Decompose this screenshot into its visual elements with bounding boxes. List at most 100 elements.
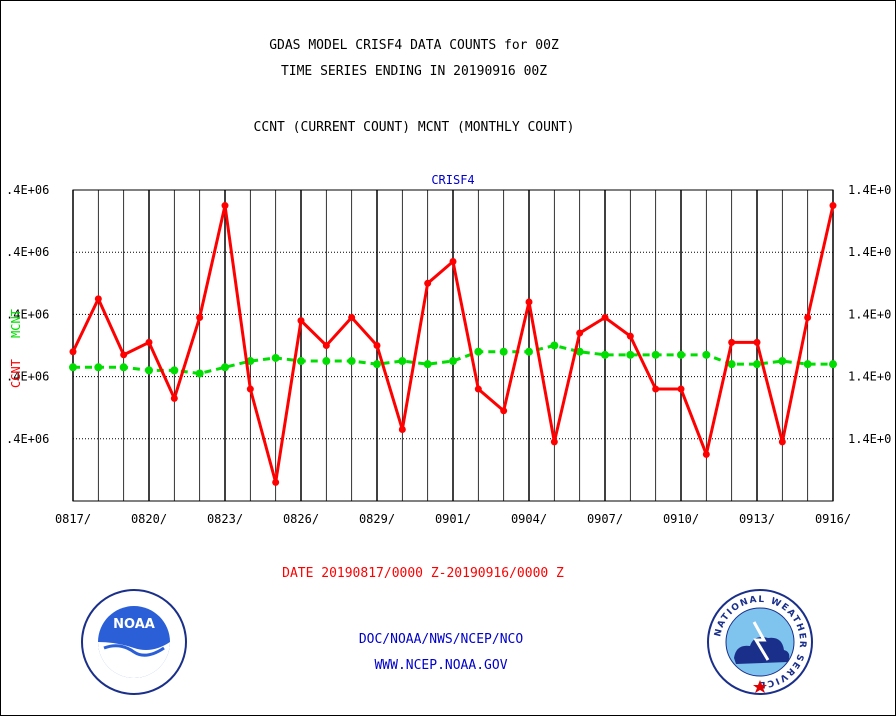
y-tick-label-left: .4E+06 <box>6 183 49 197</box>
mcnt-point <box>271 353 280 362</box>
mcnt-point <box>803 360 812 369</box>
header-line-2: TIME SERIES ENDING IN 20190916 00Z <box>280 64 548 79</box>
series-ccnt <box>69 202 837 486</box>
ccnt-point <box>677 385 685 393</box>
ccnt-point <box>69 348 77 356</box>
ccnt-point <box>272 478 280 486</box>
grid <box>72 189 834 501</box>
mcnt-point <box>69 363 77 372</box>
mcnt-point <box>677 350 685 359</box>
y-tick-label-right: 1.4E+0 <box>848 307 891 321</box>
y-axis-labels: .4E+06 1.4E+0 .4E+06 1.4E+0 .4E+06 1.4E+0 .4E+… <box>6 183 891 446</box>
noaa-logo-text: NOAA <box>113 617 155 632</box>
x-tick-label: 0820/ <box>131 512 167 526</box>
ccnt-point <box>170 394 178 402</box>
series-axis-labels: CCNT MCNT <box>9 309 23 388</box>
mcnt-point <box>94 363 103 372</box>
nws-logo: NATIONAL WEATHER SERVICE <box>707 589 813 695</box>
ccnt-point <box>829 202 837 210</box>
ccnt-point <box>474 385 482 393</box>
ccnt-point <box>525 298 533 306</box>
x-tick-label: 0910/ <box>663 512 699 526</box>
series-mcnt <box>69 341 837 378</box>
date-range: DATE 20190817/0000 Z-20190916/0000 Z <box>282 566 564 581</box>
mcnt-point <box>170 366 179 375</box>
ccnt-point <box>500 407 508 415</box>
mcnt-point <box>398 357 407 366</box>
y-tick-label-left: .4E+06 <box>6 432 49 446</box>
mcnt-point <box>702 350 711 359</box>
x-tick-label: 0817/ <box>55 512 91 526</box>
mcnt-point <box>626 350 635 359</box>
ccnt-point <box>652 385 660 393</box>
ccnt-point <box>424 279 432 287</box>
y-tick-label-right: 1.4E+0 <box>848 370 891 384</box>
mcnt-point <box>322 357 331 366</box>
series-label-ccnt: CCNT <box>9 359 23 388</box>
mcnt-point <box>221 363 229 372</box>
chart-title: CRISF4 <box>431 173 474 187</box>
ccnt-point <box>550 438 558 446</box>
mcnt-point <box>525 347 533 356</box>
ccnt-point <box>145 338 153 346</box>
ccnt-point <box>322 342 330 349</box>
ccnt-point <box>753 338 761 346</box>
header-line-3: CCNT (CURRENT COUNT) MCNT (MONTHLY COUNT… <box>253 120 575 135</box>
ccnt-point <box>626 332 634 340</box>
mcnt-point <box>499 347 508 356</box>
ccnt-point <box>120 351 128 359</box>
x-tick-label: 0904/ <box>511 512 547 526</box>
ccnt-point <box>94 295 102 303</box>
series-label-mcnt: MCNT <box>9 309 23 338</box>
mcnt-point <box>829 360 837 369</box>
ccnt-point <box>778 438 786 446</box>
mcnt-point <box>474 347 483 356</box>
ccnt-point <box>398 425 406 433</box>
ccnt-point <box>728 338 736 346</box>
ccnt-point <box>297 317 305 325</box>
y-tick-label-left: .4E+06 <box>6 307 49 321</box>
ccnt-point <box>804 314 812 322</box>
x-tick-label: 0916/ <box>815 512 851 526</box>
y-tick-label-left: .4E+06 <box>6 245 49 259</box>
url-link[interactable]: WWW.NCEP.NOAA.GOV <box>374 658 508 673</box>
org-text: DOC/NOAA/NWS/NCEP/NCO <box>358 632 524 647</box>
ccnt-point <box>449 258 457 266</box>
x-tick-label: 0829/ <box>359 512 395 526</box>
mcnt-point <box>601 350 609 359</box>
ccnt-point <box>702 450 710 458</box>
header-line-1: GDAS MODEL CRISF4 DATA COUNTS for 00Z <box>269 38 559 53</box>
mcnt-point <box>550 341 559 350</box>
x-tick-label: 0907/ <box>587 512 623 526</box>
mcnt-point <box>373 360 381 369</box>
ccnt-point <box>601 314 609 322</box>
mcnt-point <box>246 357 255 366</box>
mcnt-point <box>119 363 128 372</box>
x-tick-label: 0826/ <box>283 512 319 526</box>
x-tick-label: 0823/ <box>207 512 243 526</box>
y-tick-label-right: 1.4E+0 <box>848 432 891 446</box>
y-tick-label-left: .4E+06 <box>6 370 49 384</box>
y-tick-label-right: 1.4E+0 <box>848 245 891 259</box>
ccnt-point <box>196 314 204 322</box>
noaa-logo: NOAA <box>81 589 187 695</box>
x-tick-label: 0913/ <box>739 512 775 526</box>
mcnt-point <box>145 366 153 375</box>
mcnt-point <box>423 360 432 369</box>
ccnt-point <box>221 202 229 210</box>
mcnt-point <box>778 357 787 366</box>
mcnt-point <box>575 347 584 356</box>
x-tick-label: 0901/ <box>435 512 471 526</box>
ccnt-point <box>373 342 381 349</box>
mcnt-point <box>195 369 204 378</box>
plot-border <box>72 189 834 502</box>
mcnt-point <box>347 357 356 366</box>
mcnt-point <box>449 357 457 366</box>
y-tick-label-right: 1.4E+0 <box>848 183 891 197</box>
ccnt-point <box>246 385 254 393</box>
ccnt-point <box>348 314 356 322</box>
x-axis-labels: 0817/0820/0823/0826/0829/0901/0904/0907/… <box>55 512 851 526</box>
mcnt-point <box>753 360 761 369</box>
ccnt-point <box>576 329 584 337</box>
